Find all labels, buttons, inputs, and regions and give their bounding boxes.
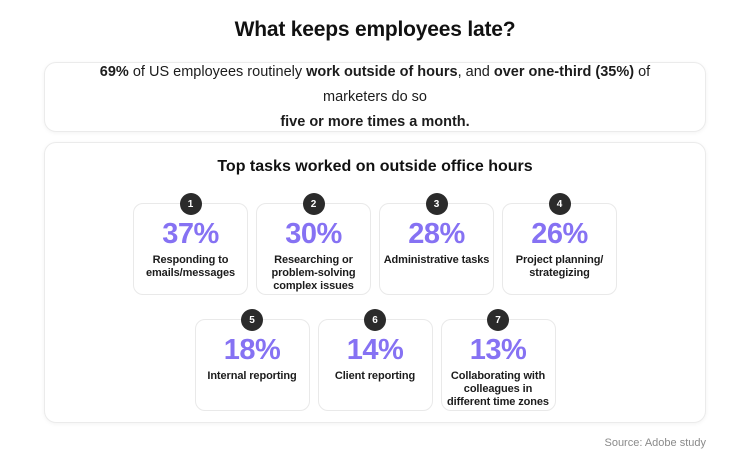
- rank-badge: 1: [179, 193, 202, 215]
- task-card-2: 2 30% Researching or problem-solving com…: [256, 193, 371, 295]
- task-card-5: 5 18% Internal reporting: [194, 309, 310, 411]
- highlight-segment: , and: [457, 63, 494, 80]
- task-label: Client reporting: [334, 370, 416, 382]
- task-label: Internal reporting: [207, 370, 297, 382]
- rank-badge: 2: [302, 193, 325, 215]
- rank-badge: 4: [548, 193, 571, 215]
- top-tasks-chart: Top tasks worked on outside office hours…: [44, 142, 706, 423]
- task-label: Responding to emails/messages: [145, 254, 235, 279]
- task-label: Project planning/​strategizing: [515, 254, 604, 279]
- source-note: Source: Adobe study: [604, 437, 706, 449]
- task-card-1: 1 37% Responding to emails/messages: [133, 193, 248, 295]
- highlight-segment: of marketers do so: [323, 63, 651, 105]
- task-label: Researching or problem-solving complex i…: [271, 254, 356, 292]
- task-cards-row-2: 5 18% Internal reporting 6 14% Client re…: [45, 309, 705, 411]
- task-percent: 30%: [285, 218, 342, 250]
- task-percent: 28%: [408, 218, 465, 250]
- task-percent: 14%: [346, 334, 404, 366]
- task-percent: 26%: [531, 218, 588, 250]
- task-card-3: 3 28% Administrative tasks: [379, 193, 494, 295]
- task-card-4: 4 26% Project planning/​strategizing: [502, 193, 617, 295]
- highlight-stat-line2: five or more times a month.: [280, 113, 470, 130]
- rank-badge: 3: [425, 193, 448, 215]
- highlight-segment: 69%: [99, 63, 129, 80]
- rank-badge: 7: [487, 309, 509, 331]
- task-label: Administrative tasks: [383, 254, 490, 266]
- highlight-segment: over one-third (35%): [493, 63, 635, 80]
- highlight-segment: work outside of hours: [306, 63, 458, 80]
- highlight-segment: of US employees routinely: [128, 63, 307, 80]
- highlight-stat-box: 69% of US employees routinely work outsi…: [44, 62, 706, 132]
- rank-badge: 5: [241, 309, 263, 331]
- task-percent: 13%: [469, 334, 527, 366]
- task-card-6: 6 14% Client reporting: [317, 309, 433, 411]
- rank-badge: 6: [364, 309, 386, 331]
- task-percent: 18%: [223, 334, 281, 366]
- task-label: Collaborating with colleagues in differe…: [447, 370, 549, 408]
- chart-title: Top tasks worked on outside office hours: [217, 158, 533, 175]
- task-percent: 37%: [162, 218, 219, 250]
- highlight-stat-line1: 69% of US employees routinely work outsi…: [73, 60, 677, 110]
- page-title: What keeps employees late?: [234, 18, 516, 41]
- task-cards-row-1: 1 37% Responding to emails/messages 2 30…: [45, 193, 705, 295]
- task-card-7: 7 13% Collaborating with colleagues in d…: [440, 309, 556, 411]
